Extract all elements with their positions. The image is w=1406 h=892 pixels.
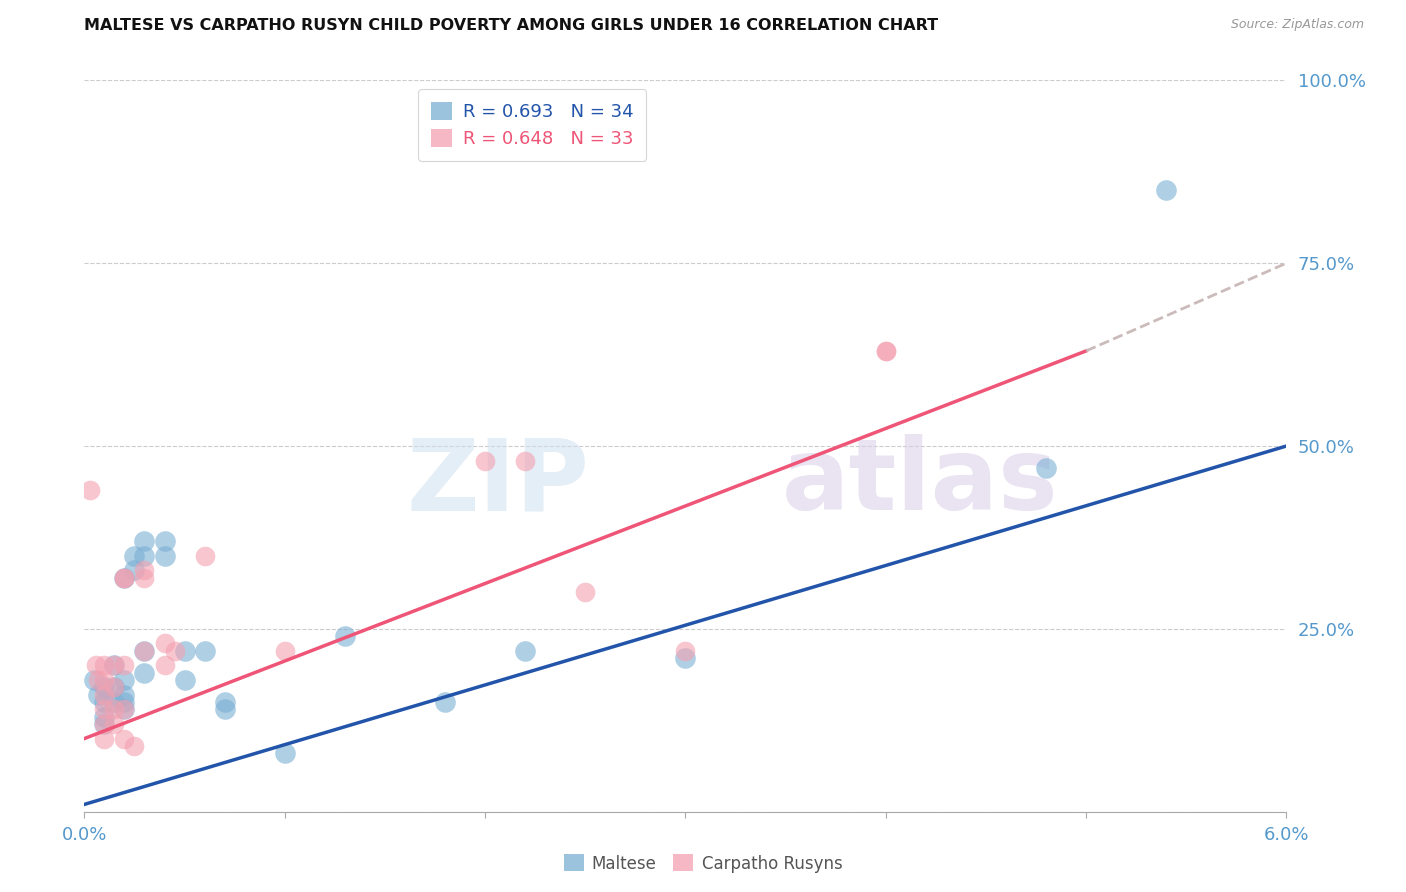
Point	[93, 717, 115, 731]
Point	[173, 673, 195, 687]
Point	[134, 563, 156, 577]
Point	[214, 695, 236, 709]
Point	[103, 717, 125, 731]
Legend: R = 0.693   N = 34, R = 0.648   N = 33: R = 0.693 N = 34, R = 0.648 N = 33	[418, 89, 647, 161]
Point	[114, 702, 135, 716]
Point	[675, 651, 697, 665]
Point	[474, 453, 496, 467]
Point	[114, 571, 135, 585]
Point	[274, 644, 297, 658]
Point	[93, 709, 115, 723]
Point	[515, 644, 537, 658]
Point	[163, 644, 186, 658]
Point	[153, 534, 176, 549]
Point	[675, 644, 697, 658]
Point	[134, 665, 156, 680]
Point	[214, 702, 236, 716]
Point	[1035, 461, 1057, 475]
Point	[134, 571, 156, 585]
Point	[93, 681, 115, 695]
Point	[515, 453, 537, 467]
Point	[93, 717, 115, 731]
Point	[114, 702, 135, 716]
Point	[93, 688, 115, 702]
Point	[333, 629, 356, 643]
Point	[134, 644, 156, 658]
Text: ZIP: ZIP	[406, 434, 589, 531]
Point	[124, 549, 146, 563]
Point	[114, 658, 135, 673]
Point	[93, 702, 115, 716]
Point	[86, 658, 108, 673]
Point	[103, 702, 125, 716]
Point	[83, 673, 105, 687]
Point	[153, 658, 176, 673]
Point	[194, 549, 217, 563]
Point	[134, 534, 156, 549]
Point	[114, 695, 135, 709]
Point	[79, 483, 101, 497]
Point	[153, 549, 176, 563]
Point	[87, 688, 110, 702]
Point	[103, 681, 125, 695]
Text: atlas: atlas	[782, 434, 1059, 531]
Point	[103, 681, 125, 695]
Point	[124, 563, 146, 577]
Point	[875, 343, 897, 358]
Point	[434, 695, 457, 709]
Point	[173, 644, 195, 658]
Point	[93, 658, 115, 673]
Point	[1156, 183, 1178, 197]
Point	[274, 746, 297, 760]
Point	[114, 571, 135, 585]
Point	[103, 658, 125, 673]
Point	[124, 739, 146, 753]
Point	[103, 658, 125, 673]
Point	[93, 673, 115, 687]
Point	[114, 688, 135, 702]
Point	[114, 571, 135, 585]
Text: Source: ZipAtlas.com: Source: ZipAtlas.com	[1230, 18, 1364, 31]
Legend: Maltese, Carpatho Rusyns: Maltese, Carpatho Rusyns	[557, 847, 849, 880]
Point	[574, 585, 596, 599]
Point	[875, 343, 897, 358]
Point	[93, 731, 115, 746]
Point	[134, 549, 156, 563]
Point	[114, 673, 135, 687]
Point	[153, 636, 176, 650]
Point	[194, 644, 217, 658]
Point	[103, 695, 125, 709]
Point	[93, 695, 115, 709]
Point	[134, 644, 156, 658]
Point	[87, 673, 110, 687]
Text: MALTESE VS CARPATHO RUSYN CHILD POVERTY AMONG GIRLS UNDER 16 CORRELATION CHART: MALTESE VS CARPATHO RUSYN CHILD POVERTY …	[84, 18, 938, 33]
Point	[114, 731, 135, 746]
